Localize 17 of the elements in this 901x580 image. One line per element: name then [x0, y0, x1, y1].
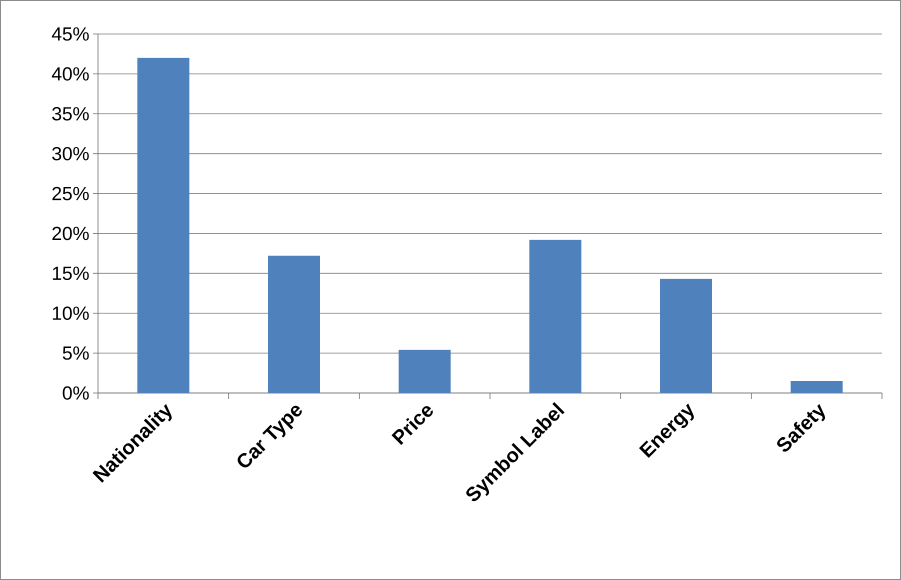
y-tick-label: 25% [52, 186, 89, 200]
bar [398, 350, 451, 393]
bar [660, 278, 712, 393]
x-tick-label: Car Type [238, 406, 302, 468]
y-tick-label: 45% [52, 27, 89, 41]
bar [268, 256, 320, 393]
y-tick-label: 20% [52, 226, 89, 240]
y-tick-label: 5% [62, 346, 89, 360]
y-tick-label: 35% [52, 107, 89, 121]
bar [790, 381, 843, 393]
bar [529, 240, 582, 393]
y-tick-label: 15% [52, 266, 89, 280]
bar [137, 58, 190, 393]
y-tick-label: 40% [52, 67, 89, 81]
y-tick-label: 30% [52, 146, 89, 160]
y-tick-label: 10% [52, 306, 89, 320]
y-tick-label: 0% [62, 386, 89, 400]
